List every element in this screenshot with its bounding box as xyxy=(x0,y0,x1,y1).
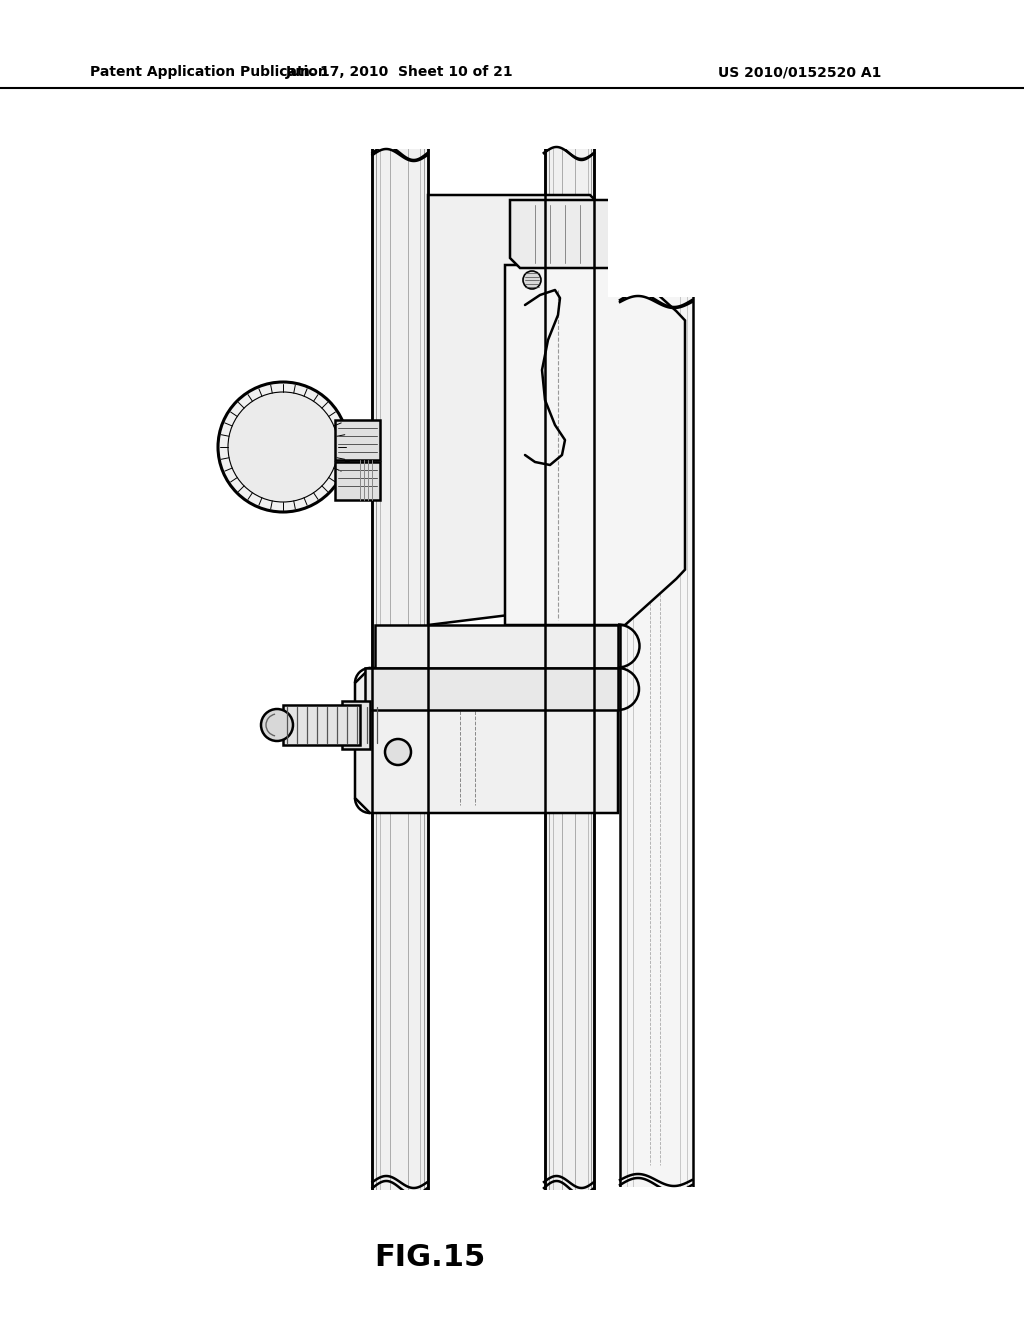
Polygon shape xyxy=(428,195,620,624)
Polygon shape xyxy=(608,1187,700,1214)
Text: FIG.15: FIG.15 xyxy=(375,1242,485,1271)
Polygon shape xyxy=(510,201,638,268)
Polygon shape xyxy=(372,143,428,1199)
Polygon shape xyxy=(335,462,380,500)
Text: Jun. 17, 2010  Sheet 10 of 21: Jun. 17, 2010 Sheet 10 of 21 xyxy=(286,65,514,79)
Circle shape xyxy=(523,271,541,289)
Circle shape xyxy=(385,739,411,766)
Text: Patent Application Publication: Patent Application Publication xyxy=(90,65,328,79)
Polygon shape xyxy=(505,265,685,624)
Polygon shape xyxy=(335,420,380,459)
Circle shape xyxy=(261,709,293,741)
Polygon shape xyxy=(375,624,618,668)
Polygon shape xyxy=(348,432,372,463)
Polygon shape xyxy=(535,1191,605,1214)
Polygon shape xyxy=(610,1187,705,1210)
Polygon shape xyxy=(620,290,693,1195)
Polygon shape xyxy=(342,701,370,748)
Polygon shape xyxy=(608,129,700,297)
Polygon shape xyxy=(535,129,605,148)
Circle shape xyxy=(218,381,348,512)
Polygon shape xyxy=(360,129,440,149)
Polygon shape xyxy=(283,705,360,744)
Polygon shape xyxy=(360,1191,440,1210)
Polygon shape xyxy=(360,129,440,148)
Polygon shape xyxy=(610,129,705,294)
Polygon shape xyxy=(355,668,618,813)
Polygon shape xyxy=(545,143,594,1199)
Polygon shape xyxy=(365,668,618,710)
Circle shape xyxy=(228,392,338,502)
Text: US 2010/0152520 A1: US 2010/0152520 A1 xyxy=(718,65,882,79)
Polygon shape xyxy=(360,1191,440,1214)
Polygon shape xyxy=(535,1191,605,1210)
Polygon shape xyxy=(535,129,605,149)
